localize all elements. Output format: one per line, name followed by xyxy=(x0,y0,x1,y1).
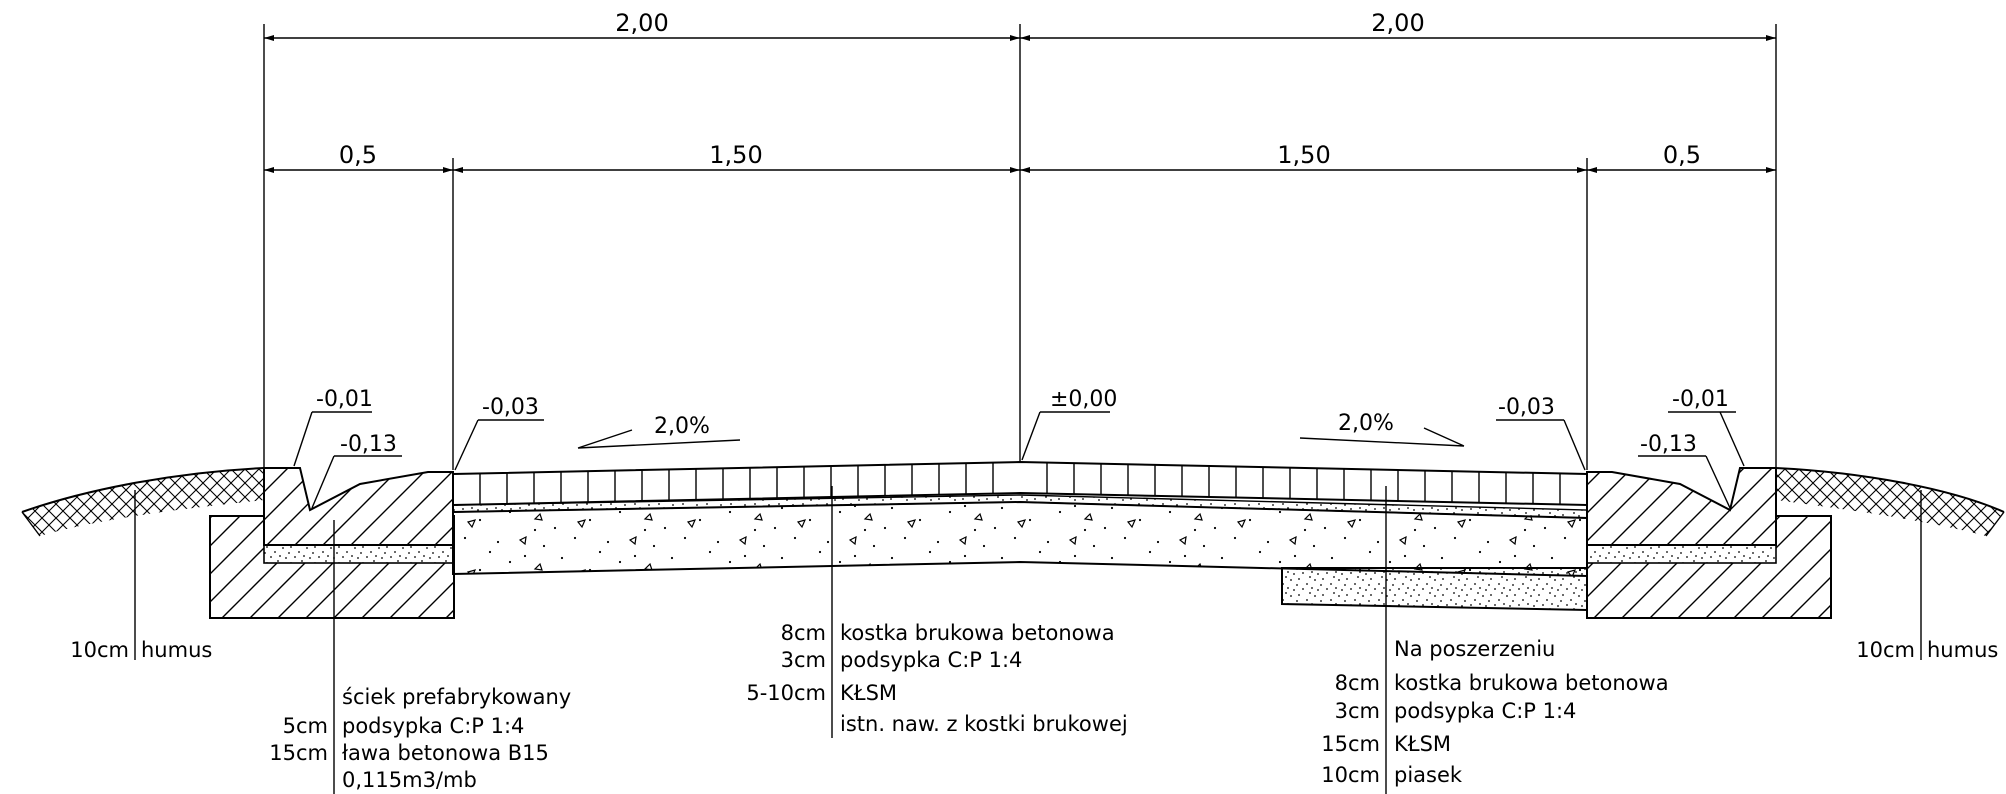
center-row-3-thickness: 5-10cm xyxy=(746,681,826,705)
gutter-row-2-material: ława betonowa B15 xyxy=(342,741,549,765)
widening-row-2-thickness: 3cm xyxy=(1335,699,1380,723)
leader-lines xyxy=(134,486,1922,794)
dim-curb-right: 0,5 xyxy=(1663,141,1701,169)
slope-left: 2,0% xyxy=(654,414,710,439)
gutter-left xyxy=(209,467,455,619)
gutter-title: ściek prefabrykowany xyxy=(342,685,571,709)
level-right-gutter: -0,13 xyxy=(1640,432,1697,457)
gutter-row-2-thickness: 15cm xyxy=(269,741,328,765)
center-row-4-material: istn. naw. z kostki brukowej xyxy=(840,712,1128,736)
gutter-layers-label: ściek prefabrykowany 5cm podsypka C:P 1:… xyxy=(269,685,571,792)
slope-indicators: 2,0% 2,0% xyxy=(577,411,1465,449)
humus-left-material: humus xyxy=(141,638,212,662)
gutter-row-3-material: 0,115m3/mb xyxy=(342,768,477,792)
dim-top-left: 2,00 xyxy=(615,9,668,37)
widening-row-3-material: KŁSM xyxy=(1394,732,1451,756)
gutter-right xyxy=(1586,467,1832,619)
dim-top-right: 2,00 xyxy=(1371,9,1424,37)
widening-row-2-material: podsypka C:P 1:4 xyxy=(1394,699,1576,723)
center-row-1-thickness: 8cm xyxy=(781,621,826,645)
slope-right: 2,0% xyxy=(1338,411,1394,436)
widening-title: Na poszerzeniu xyxy=(1394,637,1555,661)
widening-row-4-material: piasek xyxy=(1394,763,1463,787)
level-left-top: -0,01 xyxy=(316,387,373,412)
dimension-lines: 2,00 2,00 0,5 1,50 1,50 0,5 xyxy=(263,9,1777,470)
center-row-2-material: podsypka C:P 1:4 xyxy=(840,648,1022,672)
humus-left-label: 10cm humus xyxy=(70,638,212,662)
level-left-gutter: -0,13 xyxy=(340,432,397,457)
center-row-3-material: KŁSM xyxy=(840,681,897,705)
level-left-edge: -0,03 xyxy=(482,395,539,420)
bedding-layer xyxy=(452,494,1588,519)
gutter-row-1-thickness: 5cm xyxy=(283,714,328,738)
humus-right xyxy=(1775,467,2005,537)
center-layers-label: 8cm kostka brukowa betonowa 3cm podsypka… xyxy=(746,621,1127,736)
widening-layers-label: Na poszerzeniu 8cm kostka brukowa betono… xyxy=(1321,637,1668,787)
level-right-top: -0,01 xyxy=(1672,387,1729,412)
center-row-2-thickness: 3cm xyxy=(781,648,826,672)
humus-left xyxy=(21,467,265,537)
dim-curb-left: 0,5 xyxy=(339,141,377,169)
level-annotations: -0,01 -0,13 -0,03 ±0,00 -0,03 -0,01 -0,1… xyxy=(293,387,1745,509)
dim-walk-right: 1,50 xyxy=(1277,141,1330,169)
humus-left-thickness: 10cm xyxy=(70,638,129,662)
widening-row-1-material: kostka brukowa betonowa xyxy=(1394,671,1669,695)
gutter-row-1-material: podsypka C:P 1:4 xyxy=(342,714,524,738)
humus-right-thickness: 10cm xyxy=(1856,638,1915,662)
widening-row-4-thickness: 10cm xyxy=(1321,763,1380,787)
paving-stones xyxy=(452,460,1588,507)
humus-right-material: humus xyxy=(1927,638,1998,662)
level-center: ±0,00 xyxy=(1050,387,1117,412)
widening-row-1-thickness: 8cm xyxy=(1335,671,1380,695)
dim-walk-left: 1,50 xyxy=(709,141,762,169)
center-row-1-material: kostka brukowa betonowa xyxy=(840,621,1115,645)
humus-right-label: 10cm humus xyxy=(1856,638,1998,662)
level-right-edge: -0,03 xyxy=(1498,395,1555,420)
widening-row-3-thickness: 15cm xyxy=(1321,732,1380,756)
